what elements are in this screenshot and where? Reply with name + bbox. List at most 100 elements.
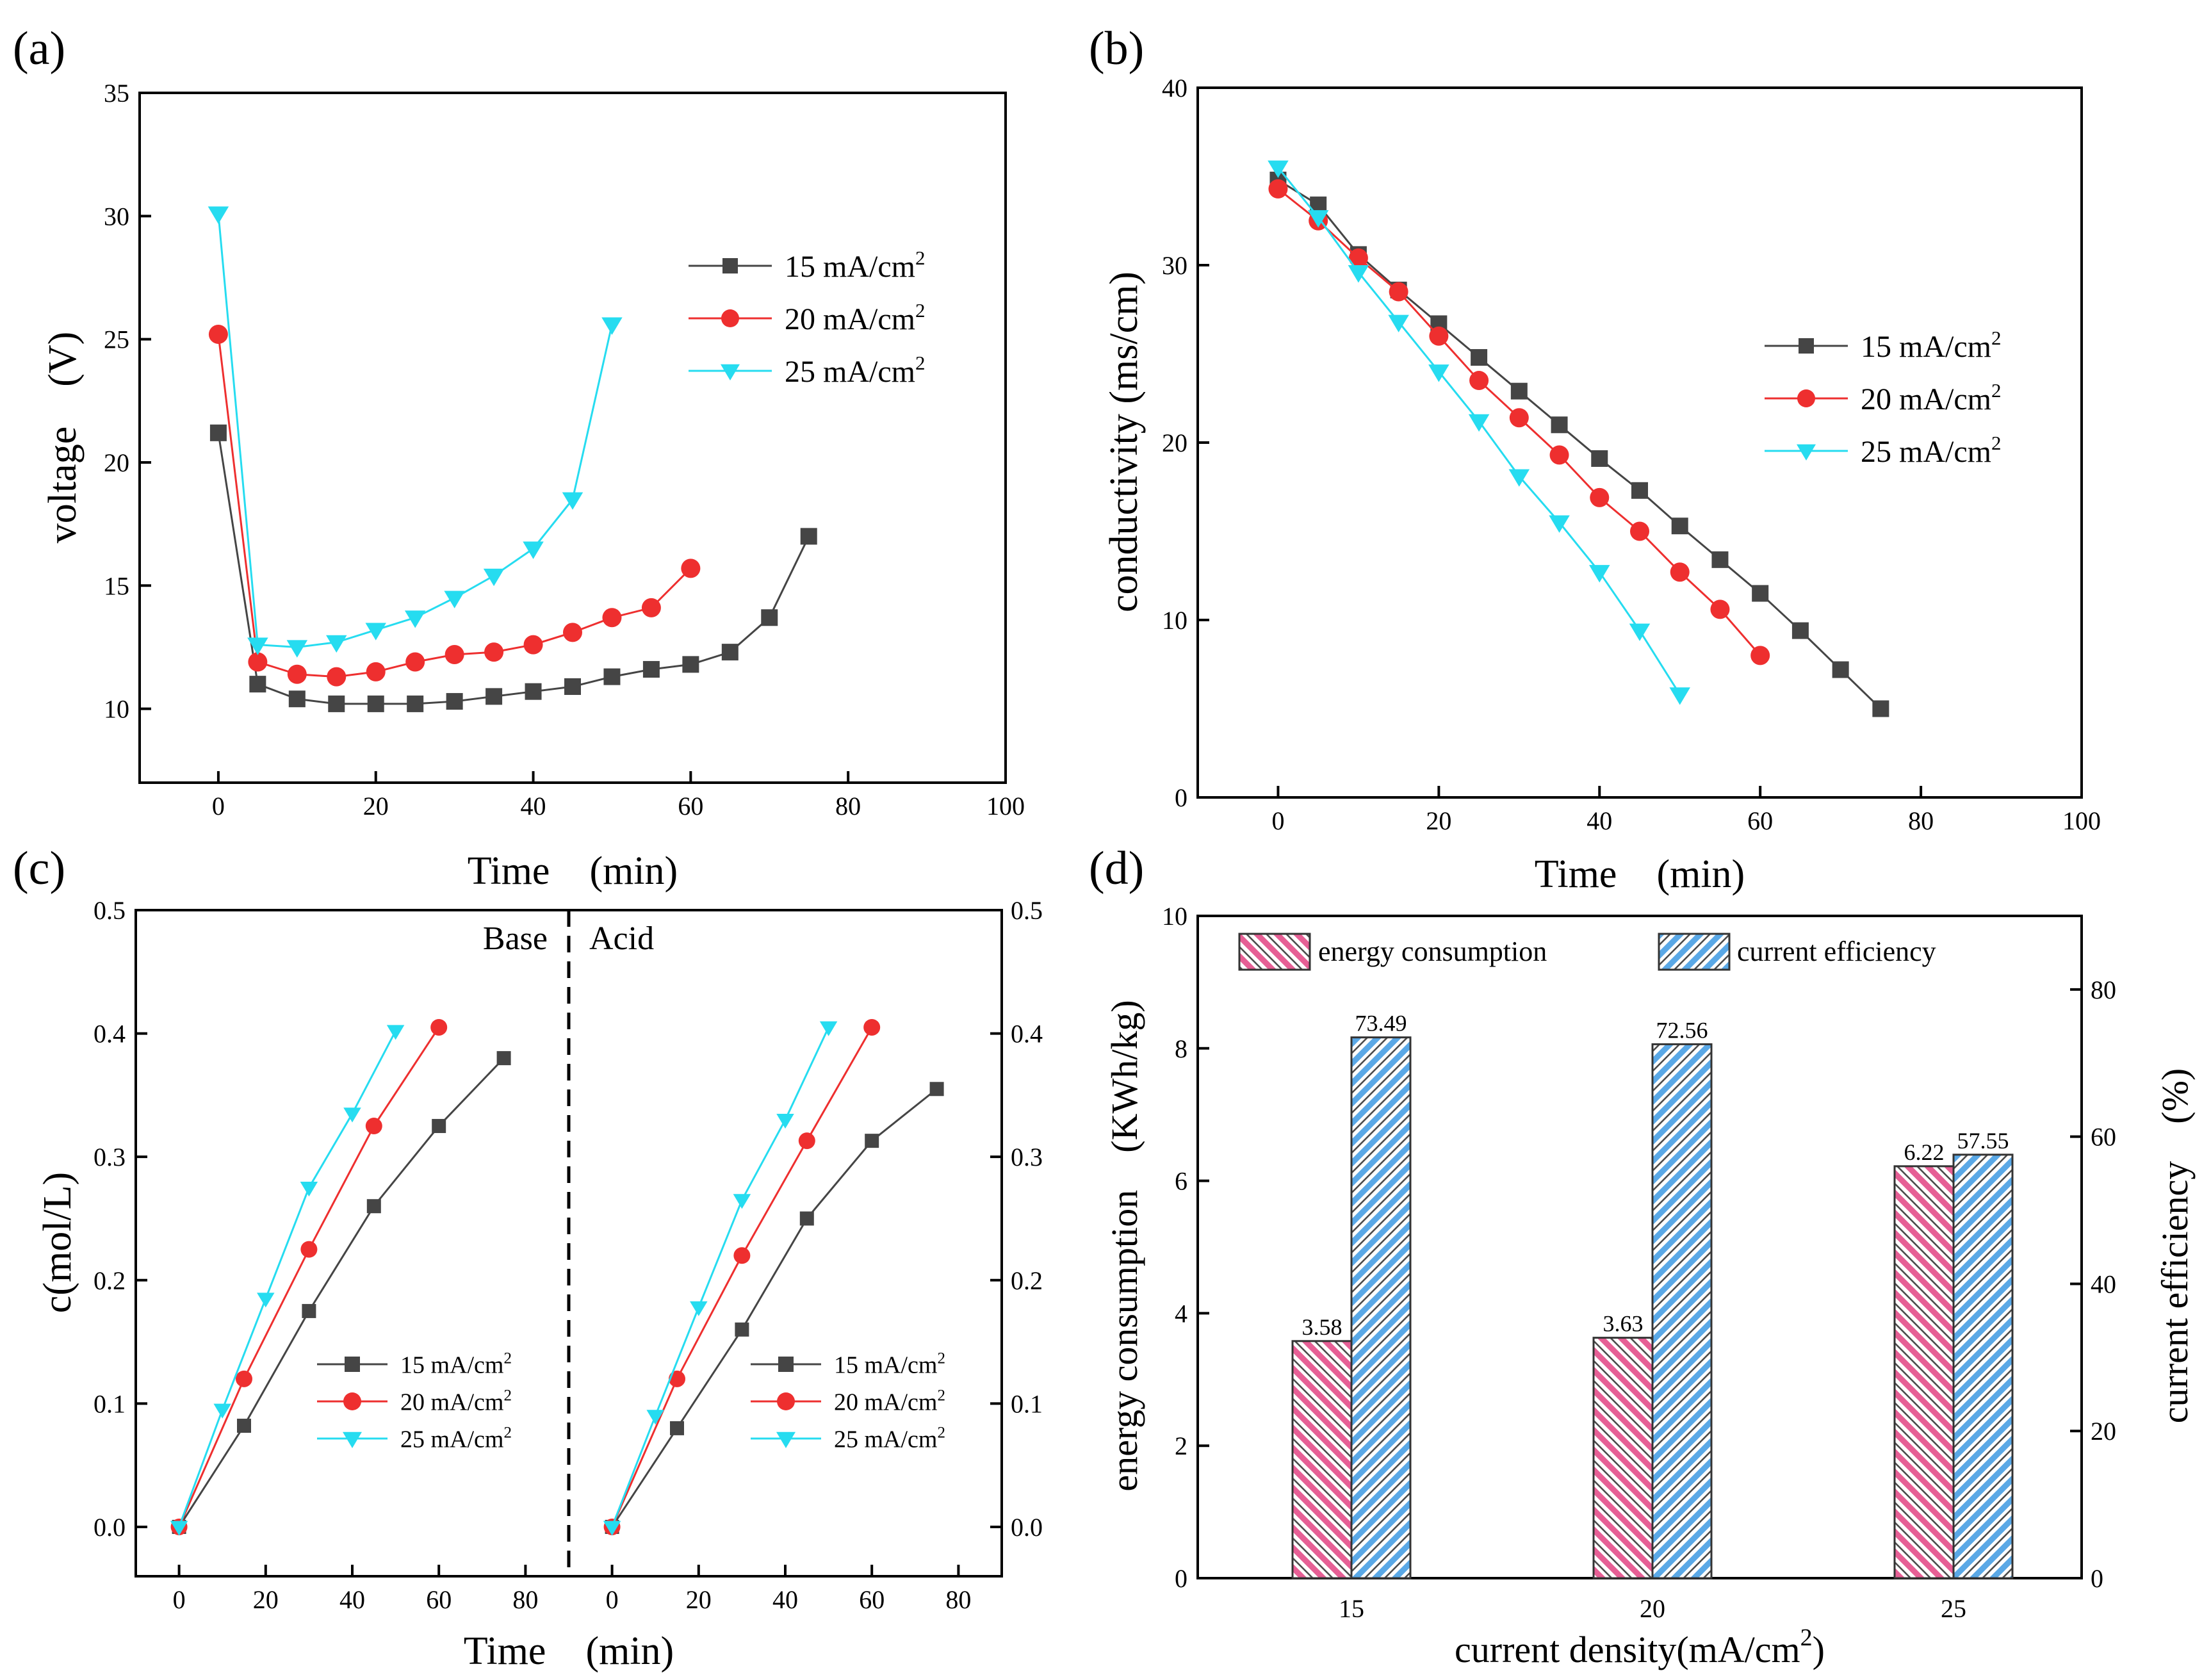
panel-c-left-y-tick-label: 0.5 [94, 896, 126, 925]
panel-b-data-point [1471, 349, 1488, 366]
panel-c-acid-data-point [863, 1018, 881, 1036]
panel-c-base-data-point [343, 1107, 361, 1123]
panel-b-data-point [1631, 482, 1648, 499]
panel-b-legend-label: 25 mA/cm2 [1861, 432, 2001, 469]
panel-a-y-tick-label: 35 [104, 79, 129, 108]
panel-d-xlabel: current density(mA/cm2) [1455, 1624, 1825, 1670]
energy-consumption-bar [1893, 1165, 1955, 1579]
panel-a-data-point [642, 661, 660, 678]
panel-c-acid-series-line-1 [611, 1027, 873, 1528]
panel-b-data-point [1428, 364, 1449, 382]
panel-d-left-y-tick-label: 8 [1175, 1034, 1187, 1063]
panel-b-series [1268, 160, 1889, 717]
panel-b-data-point [1750, 646, 1770, 665]
panel-d: (d) 0 2 4 6 8 10 0 20 40 60 80 15 20 25 3.58 73.49 3.63… [1089, 842, 2196, 1670]
panel-b-data-point [1629, 623, 1651, 641]
panel-c-right-y-tick-label: 0.4 [1011, 1020, 1043, 1048]
panel-c-acid-x-tick-label: 80 [945, 1585, 971, 1614]
panel-d-left-y-tick-label: 10 [1162, 902, 1187, 931]
panel-a-data-point [800, 528, 817, 545]
panel-c: (c) Base Acid 0 20 40 60 80 0 20 40 60 80 0.0 0.1 0.… [13, 842, 1043, 1673]
panel-c-right-y-tick-label: 0.1 [1011, 1389, 1043, 1418]
panel-a-data-point [602, 608, 622, 628]
panel-b-data-point [1872, 700, 1889, 717]
panel-a-label: (a) [13, 22, 65, 75]
panel-c-base-legend-label: 20 mA/cm2 [400, 1387, 512, 1415]
panel-d-x-tick-label: 20 [1640, 1594, 1665, 1623]
current-efficiency-bar [1952, 1154, 2014, 1579]
panel-b-data-point [1268, 160, 1289, 178]
panel-a-data-point [523, 635, 543, 655]
panel-b-data-point [1348, 265, 1369, 283]
panel-b-data-point [1669, 687, 1690, 705]
panel-d-right-y-tick-label: 0 [2091, 1564, 2103, 1593]
panel-c-acid-data-point [865, 1134, 879, 1148]
energy-consumption-bar [1291, 1340, 1353, 1579]
panel-c-acid-data-point [798, 1132, 815, 1150]
panel-c-base-data-point [170, 1521, 188, 1536]
panel-b-data-point [1389, 282, 1408, 302]
panel-c-base-series-line-0 [178, 1057, 505, 1528]
panel-b-data-point [1710, 599, 1730, 619]
panel-a-y-tick-label: 20 [104, 448, 129, 477]
panel-c-base-data-point [213, 1403, 231, 1419]
panel-a-data-point [405, 652, 425, 672]
panel-a-legend-label: 15 mA/cm2 [785, 247, 925, 284]
panel-a-data-point [523, 541, 544, 559]
panel-d-right-y-tick-label: 40 [2091, 1269, 2116, 1298]
panel-b-data-point [1348, 248, 1368, 268]
panel-b-data-point [1508, 469, 1530, 487]
panel-c-base-data-point [430, 1018, 448, 1036]
panel-b-x-tick-label: 20 [1426, 806, 1451, 835]
panel-c-acid-data-point [690, 1301, 708, 1316]
panel-a-data-point [444, 591, 465, 608]
panel-a-data-point [485, 688, 503, 705]
panel-c-base-data-point [236, 1370, 252, 1387]
legend-energy-consumption-swatch [1238, 933, 1311, 971]
panel-d-right-y-tick-label: 60 [2091, 1123, 2116, 1152]
panel-c-acid-title: Acid [589, 920, 654, 957]
panel-c-right-y-tick-label: 0.3 [1011, 1143, 1043, 1171]
panel-d-x-tick-label: 15 [1339, 1594, 1364, 1623]
panel-c-base-x-tick-label: 20 [253, 1585, 279, 1614]
panel-c-right-y-tick-label: 0.2 [1011, 1266, 1043, 1295]
panel-a-data-point [248, 652, 268, 672]
panel-a-x-tick-label: 40 [521, 792, 546, 820]
panel-b-data-point [1591, 450, 1608, 467]
panel-b-data-point [1549, 445, 1569, 465]
panel-a-xlabel: Time (min) [468, 849, 678, 893]
panel-b-x-tick-label: 40 [1587, 806, 1612, 835]
panel-b-legend-marker [1797, 444, 1816, 461]
panel-a-data-point [287, 664, 307, 684]
panel-b-data-point [1268, 179, 1288, 199]
panel-a-series [208, 206, 817, 712]
panel-b-data-point [1832, 661, 1849, 678]
panel-a-y-tick-label: 25 [104, 325, 129, 354]
panel-a-data-point [721, 644, 738, 661]
panel-a-ylabel: voltage (V) [41, 332, 85, 544]
panel-d-left-y-tick-label: 4 [1175, 1299, 1187, 1328]
panel-c-base-legend-label: 25 mA/cm2 [400, 1424, 512, 1453]
panel-a-data-point [365, 623, 386, 640]
panel-d-axes: 0 2 4 6 8 10 0 20 40 60 80 15 20 25 [1162, 902, 2116, 1623]
panel-a-data-point [681, 559, 701, 578]
panel-b-data-point [1590, 487, 1610, 507]
panel-b-data-point [1711, 551, 1729, 568]
panel-c-base-title: Base [483, 920, 548, 957]
panel-c-acid-data-point [603, 1521, 621, 1536]
panel-d-left-y-tick-label: 2 [1175, 1431, 1187, 1460]
panel-c-right-y-tick-label: 0.0 [1011, 1513, 1043, 1542]
panel-a-data-point [209, 424, 227, 441]
current-efficiency-bar-label: 73.49 [1355, 1011, 1407, 1036]
panel-c-left-y-tick-label: 0.2 [94, 1266, 126, 1295]
panel-d-right-y-tick-label: 20 [2091, 1417, 2116, 1446]
panel-c-acid-data-point [733, 1194, 751, 1209]
panel-c-acid-data-point [929, 1082, 944, 1097]
current-efficiency-bar [1350, 1036, 1412, 1579]
panel-c-acid-legend-marker [777, 1392, 795, 1410]
panel-c-acid-data-point [799, 1211, 814, 1226]
panel-a-data-point [249, 676, 266, 693]
panel-b-data-point [1510, 382, 1528, 400]
panel-a-data-point [247, 637, 268, 655]
panel-b-legend-label: 15 mA/cm2 [1861, 327, 2001, 364]
